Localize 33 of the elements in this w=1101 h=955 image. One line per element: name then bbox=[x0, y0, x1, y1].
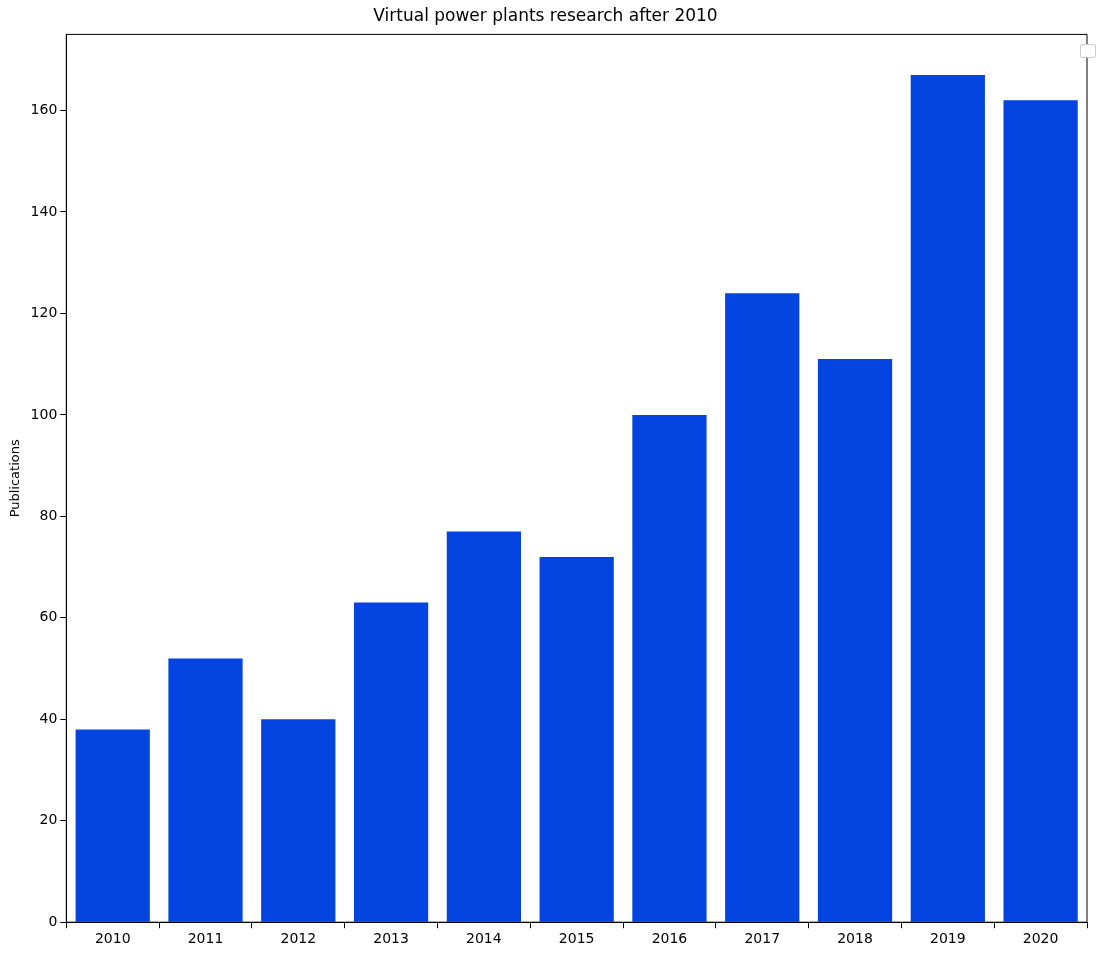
y-axis-title: Publications bbox=[7, 439, 23, 518]
bar bbox=[75, 729, 150, 922]
y-tick-label: 120 bbox=[30, 304, 58, 321]
chart-title: Virtual power plants research after 2010 bbox=[373, 4, 718, 25]
x-tick-label: 2019 bbox=[930, 930, 966, 947]
bar bbox=[539, 556, 614, 922]
y-tick-label: 0 bbox=[48, 912, 58, 929]
bar bbox=[725, 293, 800, 922]
bar bbox=[1003, 100, 1078, 922]
x-tick-label: 2016 bbox=[651, 930, 688, 947]
x-tick-label: 2017 bbox=[744, 930, 781, 947]
bar bbox=[353, 602, 429, 922]
x-tick-label: 2012 bbox=[280, 930, 317, 947]
y-tick-label: 140 bbox=[30, 202, 58, 219]
y-tick-label: 60 bbox=[39, 608, 58, 625]
x-tick-label: 2020 bbox=[1022, 930, 1059, 947]
bar bbox=[817, 359, 893, 922]
y-tick-label: 80 bbox=[39, 506, 58, 523]
y-tick-label: 40 bbox=[39, 709, 58, 726]
y-tick-label: 160 bbox=[30, 101, 58, 118]
x-tick-label: 2018 bbox=[837, 930, 873, 947]
x-tick-label: 2011 bbox=[187, 930, 224, 947]
bar bbox=[261, 719, 336, 922]
x-tick-label: 2013 bbox=[373, 930, 409, 947]
x-tick-label: 2015 bbox=[558, 930, 595, 947]
y-tick-label: 20 bbox=[39, 811, 58, 828]
y-tick-label: 100 bbox=[30, 405, 58, 422]
x-tick-label: 2014 bbox=[466, 930, 502, 947]
bar bbox=[632, 414, 707, 922]
x-tick-label: 2010 bbox=[94, 930, 131, 947]
bar bbox=[446, 531, 521, 922]
bar bbox=[168, 658, 243, 922]
bar bbox=[910, 74, 985, 922]
